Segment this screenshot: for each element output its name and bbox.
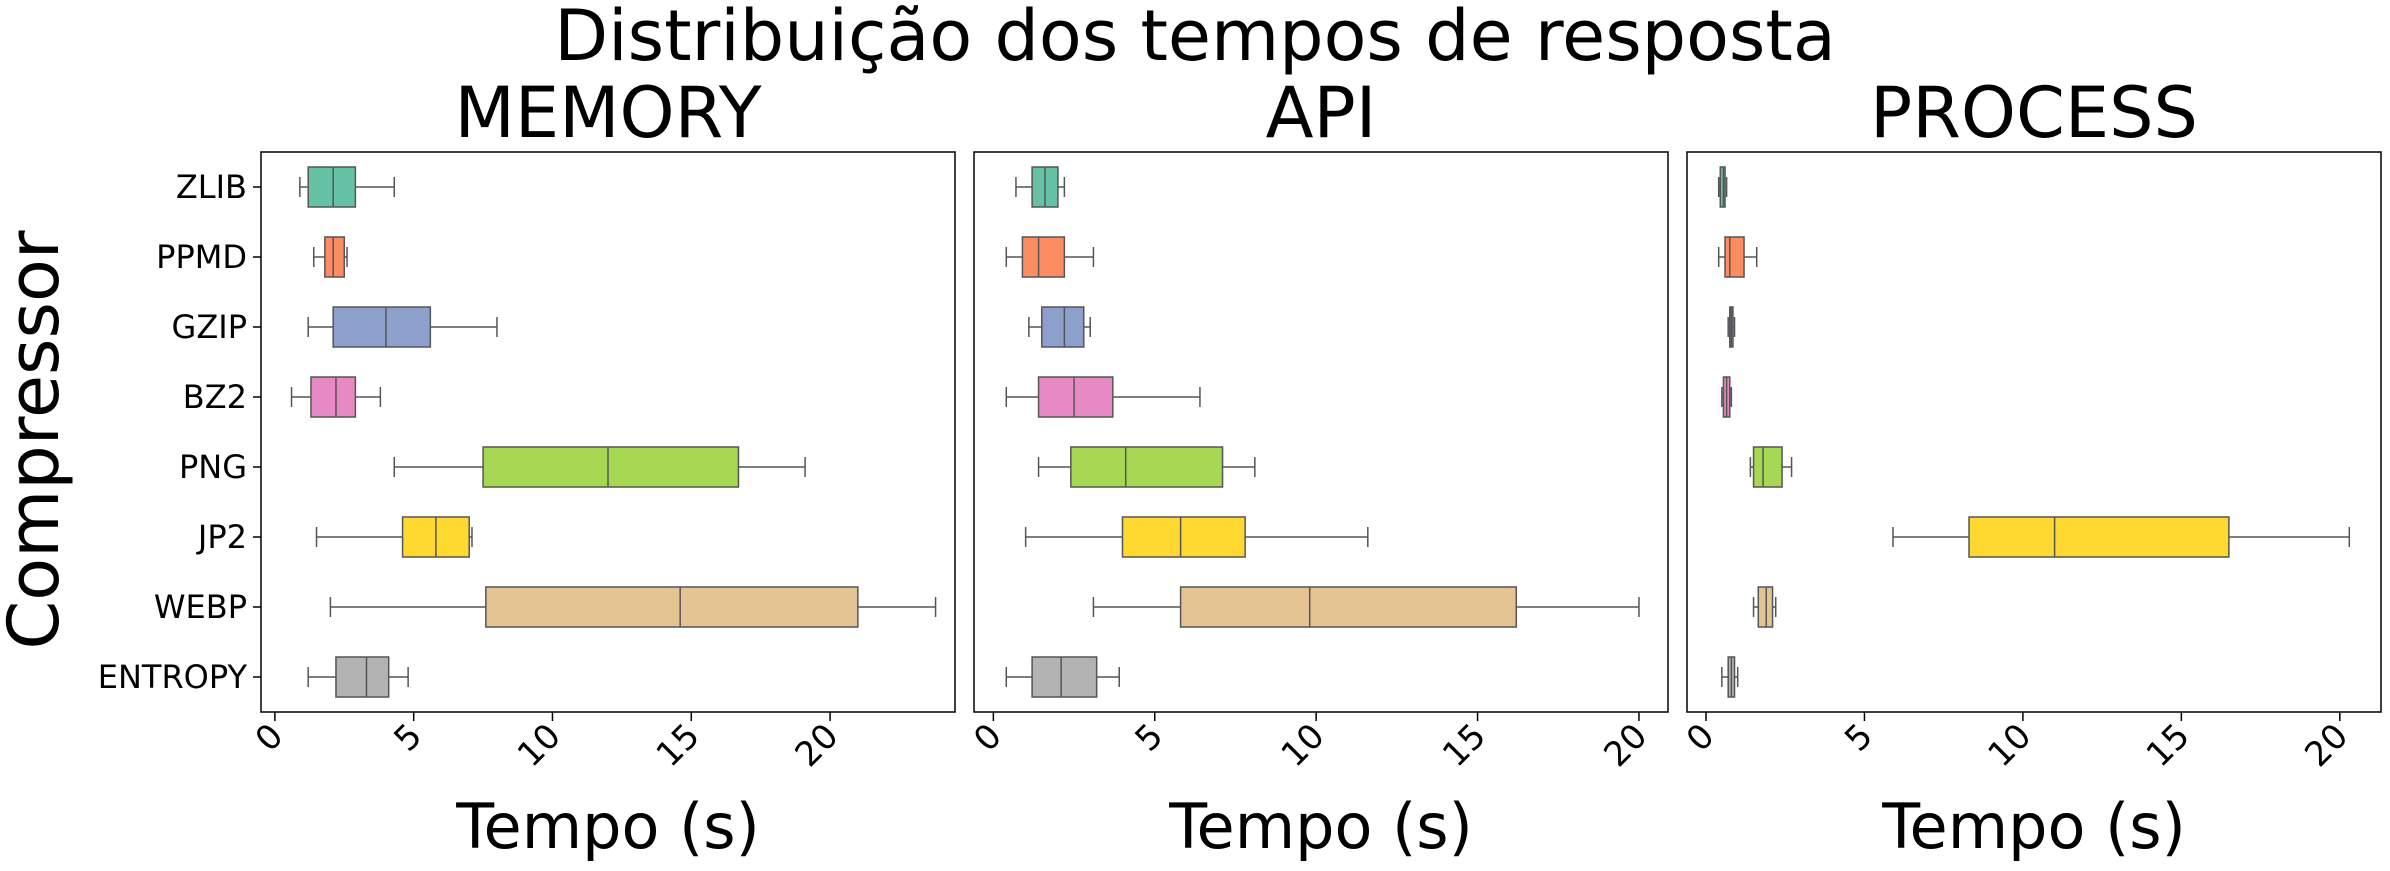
box-iqr: [1121, 516, 1246, 558]
box-gzip: [1028, 306, 1091, 348]
panel-title: PROCESS: [1870, 72, 2198, 154]
plot-frame: [1686, 151, 2382, 713]
box-ppmd: [312, 236, 348, 278]
x-tick-label: 20: [2297, 716, 2356, 775]
y-axis-label: Compressor: [0, 230, 75, 649]
box-png: [1749, 446, 1793, 488]
panel-title: MEMORY: [454, 72, 761, 154]
box-ppmd: [1005, 236, 1095, 278]
y-tick-label-jp2: JP2: [196, 518, 247, 556]
box-gzip: [307, 306, 498, 348]
box-iqr: [1724, 236, 1745, 278]
panel-process: PROCESS Tempo (s) 0 5 10 15 20: [1679, 72, 2382, 863]
box-gzip: [1727, 306, 1736, 348]
y-tick-label-ppmd: PPMD: [156, 238, 247, 276]
box-jp2: [1024, 516, 1369, 558]
box-zlib: [1717, 166, 1728, 208]
box-iqr: [1031, 656, 1098, 698]
plot-frame: [973, 151, 1669, 713]
x-tick-label: 5: [386, 716, 430, 760]
box-bz2: [1721, 376, 1733, 418]
x-tick-label: 15: [2139, 716, 2198, 775]
box-bz2: [1005, 376, 1201, 418]
box-iqr: [310, 376, 357, 418]
box-iqr: [1752, 446, 1783, 488]
box-zlib: [1015, 166, 1066, 208]
y-tick-label-bz2: BZ2: [183, 378, 247, 416]
x-tick-label: 0: [966, 716, 1010, 760]
box-iqr: [332, 306, 432, 348]
x-tick-label: 20: [788, 716, 847, 775]
box-ppmd: [1717, 236, 1758, 278]
box-webp: [329, 586, 937, 628]
panel-title: API: [1266, 72, 1377, 154]
panel-memory: MEMORY Tempo (s) ZLIB PPMD GZIP BZ2 PNG JP2 WEBP…: [98, 72, 956, 863]
box-iqr: [482, 446, 740, 488]
box-iqr: [324, 236, 346, 278]
box-jp2: [1892, 516, 2351, 558]
box-iqr: [1719, 166, 1726, 208]
box-iqr: [1021, 236, 1066, 278]
y-tick-label-gzip: GZIP: [172, 308, 247, 346]
box-entropy: [1005, 656, 1121, 698]
x-tick-label: 15: [649, 716, 708, 775]
box-iqr: [485, 586, 859, 628]
y-tick-label-webp: WEBP: [154, 588, 247, 626]
box-iqr: [1757, 586, 1774, 628]
box-iqr: [307, 166, 357, 208]
box-webp: [1752, 586, 1777, 628]
box-iqr: [1070, 446, 1224, 488]
y-tick-label-entropy: ENTROPY: [98, 658, 248, 696]
x-axis-label: Tempo (s): [1881, 790, 2186, 863]
x-tick-label: 5: [1837, 716, 1881, 760]
box-iqr: [1037, 376, 1114, 418]
box-zlib: [299, 166, 395, 208]
box-entropy: [307, 656, 409, 698]
box-iqr: [335, 656, 390, 698]
box-jp2: [315, 516, 473, 558]
x-tick-label: 15: [1435, 716, 1494, 775]
x-tick-label: 5: [1128, 716, 1172, 760]
box-webp: [1092, 586, 1640, 628]
x-tick-label: 10: [1980, 716, 2039, 775]
y-tick-label-png: PNG: [179, 448, 247, 486]
box-iqr: [1041, 306, 1085, 348]
panel-api: API Tempo (s) 0 5 10 15 20: [966, 72, 1669, 863]
plot-frame: [260, 151, 956, 713]
x-axis-label: Tempo (s): [455, 790, 760, 863]
box-png: [1037, 446, 1256, 488]
x-tick-label: 0: [1679, 716, 1723, 760]
box-iqr: [1179, 586, 1518, 628]
box-iqr: [1968, 516, 2230, 558]
x-tick-label: 20: [1596, 716, 1655, 775]
x-tick-label: 10: [1274, 716, 1333, 775]
x-tick-label: 10: [510, 716, 569, 775]
y-tick-label-zlib: ZLIB: [176, 168, 247, 206]
x-axis-label: Tempo (s): [1168, 790, 1473, 863]
box-png: [393, 446, 806, 488]
figure-title: Distribuição dos tempos de resposta: [554, 0, 1835, 77]
x-tick-label: 0: [248, 716, 292, 760]
box-bz2: [290, 376, 382, 418]
box-entropy: [1721, 656, 1739, 698]
